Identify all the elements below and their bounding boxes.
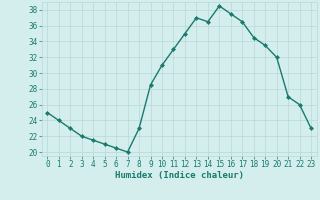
X-axis label: Humidex (Indice chaleur): Humidex (Indice chaleur) <box>115 171 244 180</box>
